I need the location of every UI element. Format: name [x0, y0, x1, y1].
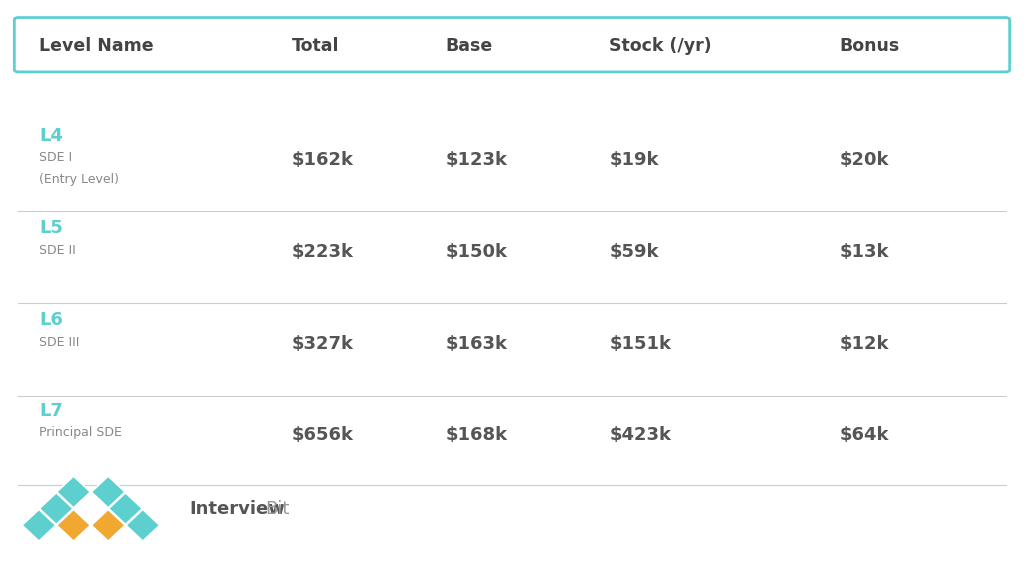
Polygon shape: [56, 509, 90, 541]
Polygon shape: [23, 509, 55, 541]
Text: L5: L5: [39, 219, 62, 237]
Polygon shape: [91, 476, 125, 508]
Text: $64k: $64k: [840, 426, 889, 444]
Text: $19k: $19k: [609, 151, 658, 169]
Text: Principal SDE: Principal SDE: [39, 427, 122, 439]
Text: L7: L7: [39, 402, 62, 420]
Text: $151k: $151k: [609, 335, 672, 353]
Text: SDE II: SDE II: [39, 244, 76, 256]
Text: Total: Total: [292, 37, 339, 55]
Text: L4: L4: [39, 127, 62, 145]
Text: $12k: $12k: [840, 335, 889, 353]
Text: $13k: $13k: [840, 243, 889, 261]
Text: Stock (/yr): Stock (/yr): [609, 37, 712, 55]
Text: $59k: $59k: [609, 243, 658, 261]
Text: (Entry Level): (Entry Level): [39, 173, 119, 186]
Polygon shape: [91, 509, 125, 541]
Text: $163k: $163k: [445, 335, 508, 353]
Text: $123k: $123k: [445, 151, 508, 169]
Text: $20k: $20k: [840, 151, 889, 169]
Text: $162k: $162k: [292, 151, 354, 169]
Text: $150k: $150k: [445, 243, 508, 261]
Text: L6: L6: [39, 311, 62, 329]
Text: $327k: $327k: [292, 335, 354, 353]
Text: SDE III: SDE III: [39, 336, 79, 349]
Text: Bit: Bit: [265, 500, 290, 518]
Text: Level Name: Level Name: [39, 37, 154, 55]
Text: $423k: $423k: [609, 426, 672, 444]
Text: Interview: Interview: [189, 500, 286, 518]
Text: $223k: $223k: [292, 243, 354, 261]
Text: $656k: $656k: [292, 426, 354, 444]
Polygon shape: [109, 493, 142, 525]
Polygon shape: [56, 476, 90, 508]
Text: Bonus: Bonus: [840, 37, 900, 55]
Polygon shape: [39, 493, 73, 525]
Polygon shape: [126, 509, 160, 541]
FancyBboxPatch shape: [14, 18, 1010, 72]
Text: $168k: $168k: [445, 426, 508, 444]
Text: SDE I: SDE I: [39, 152, 72, 164]
Text: Base: Base: [445, 37, 493, 55]
